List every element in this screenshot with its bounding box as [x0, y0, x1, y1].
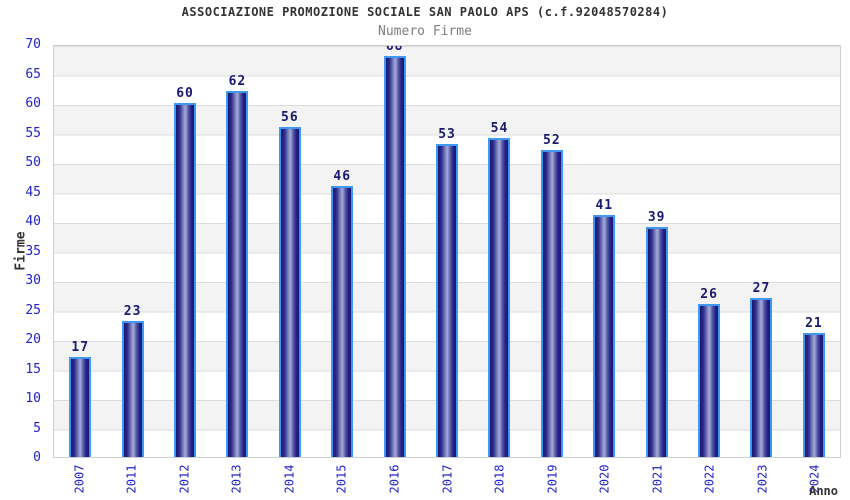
- chart-title: ASSOCIAZIONE PROMOZIONE SOCIALE SAN PAOL…: [181, 5, 669, 19]
- bar-value-label: 53: [438, 127, 456, 143]
- y-tick-label: 25: [25, 302, 41, 318]
- bar-slot: 39: [630, 46, 682, 457]
- bar: [593, 215, 616, 457]
- x-tick: 2017: [421, 460, 474, 498]
- x-tick: 2013: [211, 460, 264, 498]
- x-tick: 2021: [631, 460, 684, 498]
- bar-value-label: 62: [228, 74, 247, 90]
- bar-value-label: 17: [71, 339, 90, 355]
- x-tick-label: 2017: [439, 464, 454, 494]
- y-tick-label: 55: [25, 125, 41, 141]
- bar: [69, 356, 92, 457]
- x-tick: 2023: [736, 460, 789, 498]
- plot-area: 17 23 60 62 56 46 68 53 54 52 41 39 26 27 21: [53, 45, 841, 458]
- bar: [698, 303, 721, 457]
- x-tick: 2007: [53, 460, 106, 498]
- x-tick: 2022: [683, 460, 736, 498]
- bars-row: 17 23 60 62 56 46 68 53 54 52 41 39 26 27 21: [54, 46, 840, 457]
- y-tick-label: 35: [25, 243, 41, 259]
- bar: [174, 103, 197, 457]
- bar-slot: 54: [473, 46, 525, 457]
- y-tick-label: 10: [25, 391, 41, 406]
- y-tick-label: 15: [25, 361, 41, 377]
- bar-value-label: 39: [647, 209, 666, 225]
- x-tick-label: 2012: [177, 464, 192, 494]
- bar-slot: 53: [421, 46, 473, 457]
- x-tick-label: 2016: [387, 464, 402, 494]
- bar-value-label: 56: [281, 109, 299, 125]
- bar: [226, 91, 249, 457]
- bar-value-label: 54: [490, 121, 509, 137]
- bar-value-label: 60: [176, 86, 194, 101]
- x-tick-label: 2013: [229, 464, 244, 494]
- x-tick: 2011: [106, 460, 159, 498]
- x-tick-label: 2015: [334, 464, 349, 494]
- bar: [383, 55, 406, 457]
- bar-value-label: 23: [123, 304, 142, 320]
- y-tick-label: 60: [25, 96, 41, 111]
- y-tick-label: 65: [25, 66, 41, 82]
- y-tick-label: 45: [25, 184, 41, 200]
- x-tick: 2020: [578, 460, 631, 498]
- bar: [645, 226, 668, 457]
- y-tick-label: 20: [25, 332, 41, 347]
- bar-slot: 60: [159, 46, 211, 457]
- bar: [488, 138, 511, 457]
- x-tick: 2016: [368, 460, 421, 498]
- x-tick: 2019: [526, 460, 579, 498]
- bar-slot: 26: [683, 46, 735, 457]
- x-tick: 2012: [158, 460, 211, 498]
- bar-slot: 46: [316, 46, 368, 457]
- y-tick-label: 50: [25, 155, 41, 170]
- x-tick-label: 2021: [650, 464, 665, 494]
- bar: [802, 333, 825, 457]
- bar-slot: 21: [788, 46, 840, 457]
- x-axis-title: Anno: [809, 484, 838, 498]
- bar-slot: 27: [735, 46, 787, 457]
- bar-value-label: 27: [752, 280, 771, 296]
- bar-value-label: 46: [333, 168, 352, 184]
- bar-value-label: 52: [543, 133, 561, 149]
- bar: [750, 297, 773, 457]
- x-tick-label: 2014: [282, 464, 297, 494]
- bar-slot: 52: [526, 46, 578, 457]
- x-tick-label: 2020: [597, 464, 612, 494]
- y-tick-label: 40: [25, 214, 41, 229]
- bar: [436, 144, 459, 457]
- x-tick-label: 2022: [702, 464, 717, 494]
- bar-value-label: 21: [805, 316, 823, 332]
- bar-value-label: 26: [700, 286, 718, 302]
- chart-subtitle: Numero Firme: [378, 24, 472, 39]
- bar: [331, 185, 354, 457]
- x-tick-label: 2023: [755, 464, 770, 494]
- bar-slot: 68: [368, 46, 420, 457]
- bar: [278, 126, 301, 457]
- bar-slot: 23: [106, 46, 158, 457]
- bar-slot: 62: [211, 46, 263, 457]
- x-tick: 2014: [263, 460, 316, 498]
- x-tick: 2015: [316, 460, 369, 498]
- y-tick-label: 70: [25, 37, 41, 52]
- x-axis-ticks: 2007 2011 2012 2013 2014 2015 2016 2017 2018 2019…: [53, 460, 841, 498]
- bar: [121, 321, 144, 457]
- bar: [540, 150, 563, 457]
- y-tick-label: 0: [33, 450, 41, 465]
- x-tick-label: 2011: [124, 464, 139, 494]
- x-tick-label: 2018: [492, 464, 507, 494]
- x-tick-label: 2007: [72, 464, 87, 494]
- x-tick-label: 2019: [545, 464, 560, 494]
- bar-value-label: 41: [595, 198, 614, 214]
- x-tick: 2018: [473, 460, 526, 498]
- bar-slot: 17: [54, 46, 106, 457]
- bar-value-label: 68: [385, 46, 404, 54]
- y-tick-label: 30: [25, 273, 41, 288]
- y-axis-ticks: 0 5 10 15 20 25 30 35 40 45 50 55 60 65 70: [0, 37, 47, 465]
- bar-slot: 56: [264, 46, 316, 457]
- bar-slot: 41: [578, 46, 630, 457]
- y-tick-label: 5: [33, 420, 41, 436]
